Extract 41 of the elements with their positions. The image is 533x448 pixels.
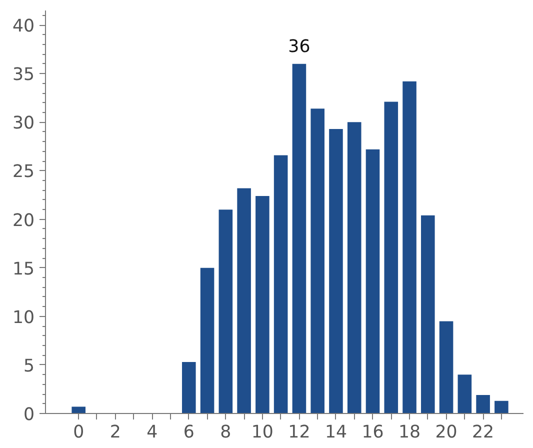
x-tick-label: 8 <box>220 422 232 442</box>
y-tick-label: 20 <box>12 210 35 231</box>
y-tick-label: 30 <box>12 114 35 134</box>
x-tick-label: 10 <box>251 422 274 442</box>
y-tick-label: 35 <box>12 65 35 86</box>
bar <box>329 128 343 414</box>
bar <box>458 374 472 414</box>
x-tick-label: 20 <box>435 422 458 442</box>
bar <box>182 362 196 414</box>
x-tick-label: 0 <box>73 422 84 442</box>
x-tick-label: 2 <box>110 422 121 442</box>
y-tick-label: 10 <box>12 308 35 328</box>
bar <box>72 406 86 414</box>
bar <box>200 268 214 414</box>
bar <box>421 215 435 414</box>
x-tick-label: 18 <box>398 422 421 442</box>
x-tick-label: 14 <box>324 422 348 442</box>
y-tick-label: 15 <box>12 259 35 280</box>
bar <box>402 81 416 414</box>
bar <box>218 210 233 414</box>
y-tick-label: 25 <box>12 162 35 182</box>
bar <box>366 149 380 414</box>
x-tick-label: 22 <box>472 422 494 442</box>
y-tick-label: 40 <box>12 16 35 37</box>
bar <box>494 400 508 414</box>
y-tick-label: 0 <box>23 405 35 425</box>
annotation: 36 <box>288 36 310 57</box>
bar <box>476 395 490 414</box>
x-tick-label: 12 <box>288 422 310 442</box>
y-tick-label: 5 <box>23 356 35 376</box>
x-tick-label: 4 <box>146 422 158 442</box>
bar <box>310 108 324 414</box>
bar <box>274 155 288 414</box>
x-tick-label: 6 <box>183 422 194 442</box>
bar <box>292 64 306 414</box>
bar <box>439 321 454 414</box>
bar <box>256 196 270 414</box>
bar <box>237 188 251 414</box>
bar <box>347 122 362 414</box>
bar <box>384 102 398 414</box>
x-tick-label: 16 <box>362 422 384 442</box>
